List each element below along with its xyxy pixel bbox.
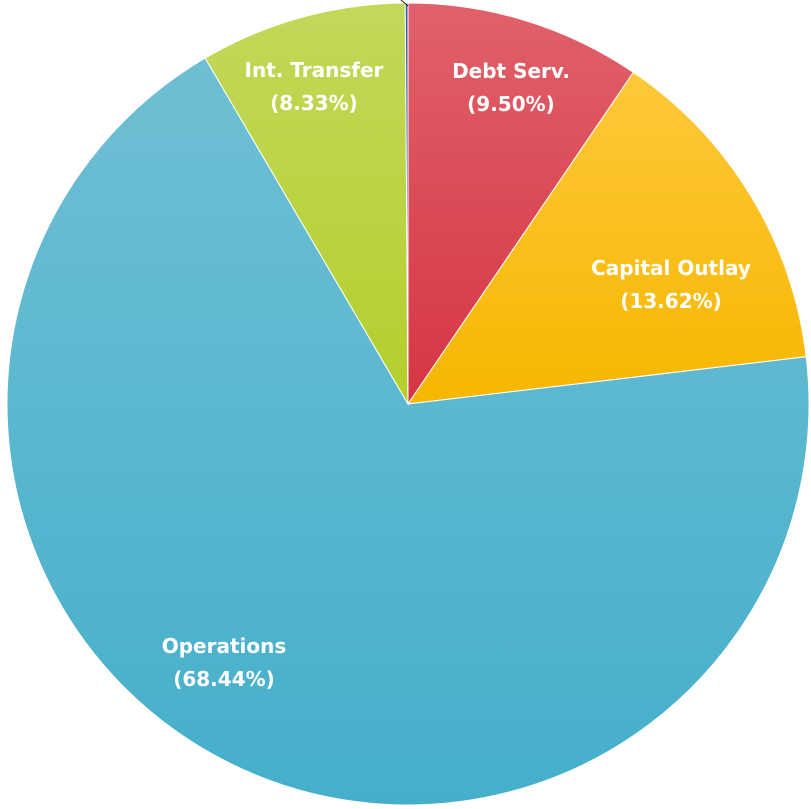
slice-percent-operations: (68.44%) [173,667,275,691]
pie-slice-operations [6,57,810,806]
leader-line [400,0,409,7]
pie-slice-debt-serv [407,2,635,406]
slice-label-operations: Operations [162,634,287,658]
pie-slice-int-transfer [204,2,409,406]
slice-percent-debt-serv: (9.50%) [467,92,555,116]
pie-labels: Debt Serv. (9.50%) Capital Outlay (13.62%) O… [162,0,751,691]
slice-label-int-transfer: Int. Transfer [245,58,384,82]
slice-percent-capital-outlay: (13.62%) [620,289,722,313]
slice-label-debt-serv: Debt Serv. [452,59,570,83]
pie-slices [6,2,810,806]
pie-slice-capital-outlay [406,71,807,405]
slice-percent-int-transfer: (8.33%) [270,91,358,115]
slice-label-capital-outlay: Capital Outlay [591,256,751,280]
